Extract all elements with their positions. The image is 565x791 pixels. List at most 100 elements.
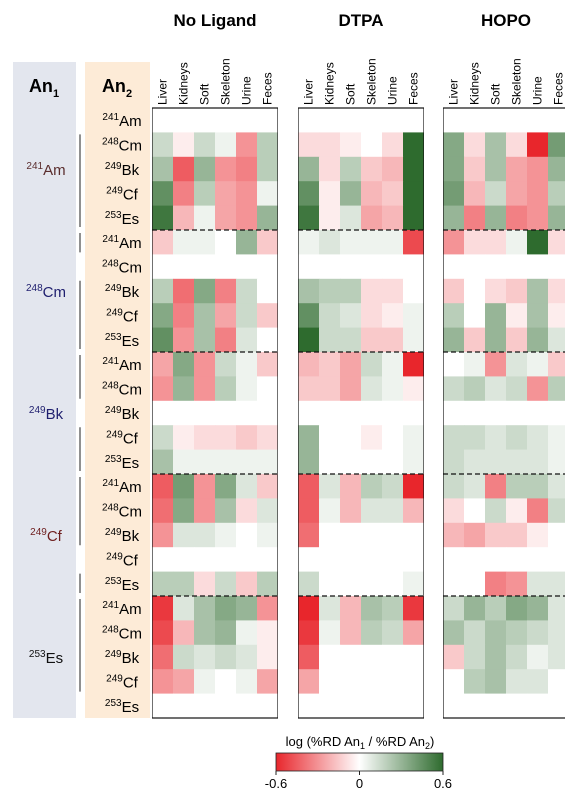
heatmap-cell [298, 108, 320, 133]
colorbar-tick-label-min: -0.6 [265, 776, 287, 791]
heatmap-cell [443, 547, 465, 572]
heatmap-cell [173, 474, 195, 499]
heatmap-cell [443, 669, 465, 694]
colorbar-title: log (%RD An1 / %RD An2) [286, 734, 435, 751]
heatmap-cell [298, 376, 320, 402]
heatmap-cell [403, 693, 424, 719]
heatmap-cell [382, 449, 404, 475]
heatmap-cell [194, 376, 216, 402]
heatmap-cell [236, 254, 258, 280]
heatmap-cell [382, 571, 404, 597]
heatmap-cell [257, 425, 278, 450]
heatmap-cell [215, 230, 237, 255]
heatmap-cell [361, 693, 383, 719]
heatmap-cell [257, 498, 278, 524]
heatmap-cell [236, 181, 258, 206]
heatmap-cell [443, 425, 465, 450]
heatmap-cell [382, 644, 404, 670]
heatmap-cell [382, 522, 404, 548]
heatmap-cell [361, 254, 383, 280]
an1-group-labels: 241Am 248Cm 249Bk 249Cf 253Es [26, 134, 81, 692]
heatmap-cell [361, 596, 383, 621]
heatmap-cell [236, 498, 258, 524]
heatmap-cell [319, 278, 341, 304]
column-label: Urine [240, 76, 254, 105]
heatmap-cell [215, 425, 237, 450]
heatmap-cell [485, 205, 507, 231]
heatmap-cell [506, 425, 528, 450]
an2-label: 248Cm [102, 137, 142, 155]
panel-title: No Ligand [173, 11, 256, 30]
heatmap-cell [548, 376, 565, 402]
heatmap-cell [257, 693, 278, 719]
heatmap-cell [173, 181, 195, 206]
heatmap-cell [506, 254, 528, 280]
panel-hopo: HOPO Liver Kidneys Soft Skeleton Urine Feces [443, 11, 565, 719]
heatmap-cell [443, 620, 465, 646]
heatmap-cell [236, 132, 258, 158]
heatmap-cell [152, 547, 174, 572]
heatmap-cell [548, 693, 565, 719]
heatmap-cell [173, 254, 195, 280]
heatmap-cell [382, 352, 404, 377]
heatmap-cell [257, 156, 278, 182]
heatmap-cell [443, 522, 465, 548]
heatmap-cell [173, 108, 195, 133]
heatmap-cell [506, 156, 528, 182]
heatmap-cell [215, 596, 237, 621]
heatmap-cell [485, 108, 507, 133]
column-label: Urine [386, 76, 400, 105]
panel-no-ligand: No Ligand Liver Kidneys Soft Skeleton Urine Fe… [152, 11, 278, 719]
heatmap-cell [548, 108, 565, 133]
heatmap-cell [527, 644, 549, 670]
heatmap-cell [215, 669, 237, 694]
an2-label: 248Cm [102, 503, 142, 521]
heatmap-cell [173, 352, 195, 377]
an1-label: 248Cm [26, 283, 66, 301]
an2-label: 253Es [105, 210, 139, 228]
heatmap-cell [152, 352, 174, 377]
heatmap-cell [443, 230, 465, 255]
heatmap-cell [194, 400, 216, 426]
heatmap-cell [215, 254, 237, 280]
heatmap-cell [236, 644, 258, 670]
heatmap-cell [403, 376, 424, 402]
heatmap-cell [527, 132, 549, 158]
heatmap-cell [298, 303, 320, 328]
heatmap-cell [257, 547, 278, 572]
heatmap-cell [236, 205, 258, 231]
heatmap-cell [340, 327, 362, 353]
column-label: Soft [344, 83, 358, 105]
heatmap-cell [527, 669, 549, 694]
panel-title: HOPO [481, 11, 531, 30]
heatmap-cell [527, 547, 549, 572]
heatmap-cell [319, 108, 341, 133]
heatmap-cell [361, 205, 383, 231]
panel-dtpa: DTPA Liver Kidneys Soft Skeleton Urine Feces [298, 11, 424, 719]
an2-label: 249Bk [105, 649, 140, 667]
heatmap-cell [298, 352, 320, 377]
heatmap-cell [506, 303, 528, 328]
heatmap-cell [527, 352, 549, 377]
column-label: Soft [489, 83, 503, 105]
heatmap-cell [194, 254, 216, 280]
heatmap-cell [236, 400, 258, 426]
heatmap-cell [361, 474, 383, 499]
heatmap-cell [382, 254, 404, 280]
heatmap-cell [236, 522, 258, 548]
heatmap-cell [485, 278, 507, 304]
heatmap-cell [403, 498, 424, 524]
heatmap-cell [340, 205, 362, 231]
heatmap-cell [319, 132, 341, 158]
heatmap-cell [215, 449, 237, 475]
heatmap-cell [319, 644, 341, 670]
heatmap-cell [319, 620, 341, 646]
heatmap-cell [443, 376, 465, 402]
colorbar-tick-label-max: 0.6 [434, 776, 452, 791]
an2-label: 249Bk [105, 283, 140, 301]
heatmap-cell [382, 620, 404, 646]
colorbar [275, 752, 444, 772]
heatmap-cell [340, 108, 362, 133]
an2-panel [85, 62, 150, 718]
heatmap-cell [464, 156, 486, 182]
